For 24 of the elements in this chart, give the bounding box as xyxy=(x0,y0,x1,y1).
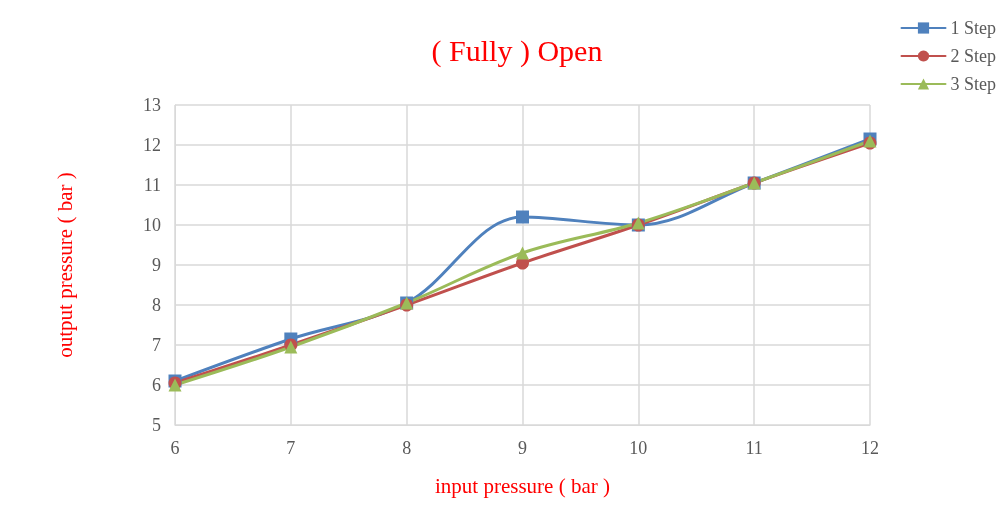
y-tick-label: 13 xyxy=(143,95,161,115)
y-tick-label: 6 xyxy=(152,375,161,395)
x-axis-title: input pressure ( bar ) xyxy=(435,473,610,498)
y-tick-label: 9 xyxy=(152,255,161,275)
chart-title: ( Fully ) Open xyxy=(431,33,603,68)
y-tick-label: 10 xyxy=(143,215,161,235)
x-tick-label: 6 xyxy=(170,438,180,458)
legend-label: 2 Step xyxy=(950,46,997,66)
y-tick-label: 8 xyxy=(152,295,161,315)
point xyxy=(516,246,529,260)
x-tick-label: 12 xyxy=(861,438,879,458)
x-tick-label: 9 xyxy=(518,438,527,458)
y-tick-label: 5 xyxy=(152,415,161,435)
y-tick-label: 11 xyxy=(143,175,161,195)
y-axis-title: output pressure ( bar ) xyxy=(52,172,77,358)
legend-label: 3 Step xyxy=(950,74,997,94)
x-tick-label: 7 xyxy=(286,438,296,458)
point xyxy=(516,210,529,224)
x-tick-label: 10 xyxy=(629,438,648,458)
x-tick-label: 8 xyxy=(402,438,412,458)
legend-label: 1 Step xyxy=(950,18,997,38)
x-tick-label: 11 xyxy=(745,438,763,458)
y-tick-label: 7 xyxy=(152,335,161,355)
y-tick-label: 12 xyxy=(143,135,161,155)
